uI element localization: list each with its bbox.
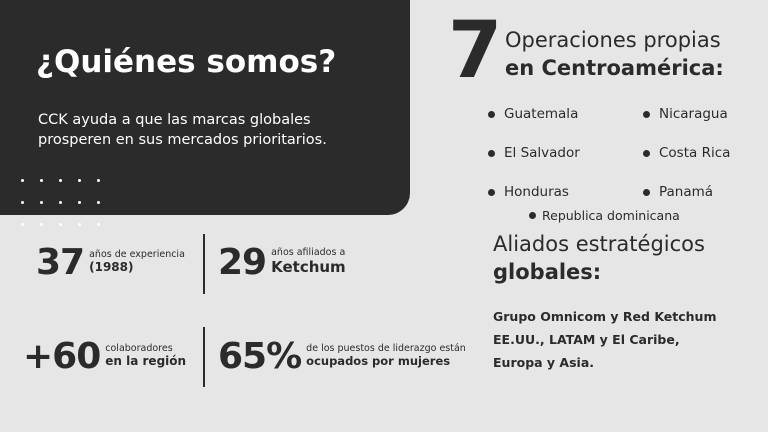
stat-divider bbox=[203, 327, 205, 387]
stat-caption-small: de los puestos de liderazgo están bbox=[306, 343, 466, 355]
dot-grid-decoration bbox=[21, 179, 100, 226]
country-item: Costa Rica bbox=[643, 145, 730, 161]
dot bbox=[21, 201, 24, 204]
intro-panel: ¿Quiénes somos? CCK ayuda a que las marc… bbox=[0, 0, 410, 226]
bullet-icon bbox=[488, 149, 495, 157]
intro-text: CCK ayuda a que las marcas globales pros… bbox=[38, 112, 327, 148]
stat-caption: años afiliados a Ketchum bbox=[271, 247, 346, 277]
bullet-icon bbox=[529, 212, 536, 219]
operations-count: 7 bbox=[448, 6, 503, 96]
stat-caption: colaboradores en la región bbox=[105, 343, 187, 369]
stat-number: +60 bbox=[23, 336, 101, 377]
country-item: Honduras bbox=[488, 184, 569, 200]
dot bbox=[40, 201, 43, 204]
bullet-icon bbox=[643, 188, 650, 196]
stat-caption-strong: Ketchum bbox=[271, 258, 346, 277]
country-label: Honduras bbox=[504, 184, 569, 200]
stat-experience: 37 años de experiencia (1988) bbox=[36, 242, 185, 283]
country-label: Nicaragua bbox=[659, 106, 728, 122]
operations-heading-line1: Operaciones propias bbox=[505, 28, 721, 52]
country-label: Republica dominicana bbox=[542, 208, 680, 223]
stat-caption-strong: ocupados por mujeres bbox=[306, 354, 451, 369]
bullet-icon bbox=[643, 110, 650, 118]
allies-text: Grupo Omnicom y Red Ketchum EE.UU., LATA… bbox=[493, 309, 717, 370]
allies-heading-line2: globales: bbox=[493, 260, 602, 284]
stat-caption-small: años afiliados a bbox=[271, 247, 346, 259]
country-label: Guatemala bbox=[504, 106, 579, 122]
stat-caption: años de experiencia (1988) bbox=[89, 249, 185, 275]
dot bbox=[78, 223, 81, 226]
bullet-icon bbox=[643, 149, 650, 157]
dot bbox=[78, 201, 81, 204]
dot bbox=[40, 179, 43, 182]
country-label: Costa Rica bbox=[659, 145, 731, 161]
dot bbox=[97, 201, 100, 204]
country-item: El Salvador bbox=[488, 145, 580, 161]
stat-caption-strong: en la región bbox=[105, 354, 187, 369]
stat-collaborators: +60 colaboradores en la región bbox=[23, 336, 186, 377]
dot bbox=[59, 223, 62, 226]
country-item: Guatemala bbox=[488, 106, 578, 122]
country-item: Nicaragua bbox=[643, 106, 728, 122]
dot bbox=[97, 223, 100, 226]
bullet-icon bbox=[488, 188, 495, 196]
allies-heading-line1: Aliados estratégicos bbox=[493, 232, 705, 256]
dot bbox=[78, 179, 81, 182]
dot bbox=[59, 179, 62, 182]
country-item: Panamá bbox=[643, 184, 713, 200]
page-title: ¿Quiénes somos? bbox=[36, 44, 337, 80]
stat-number: 65% bbox=[218, 336, 302, 377]
dot bbox=[21, 223, 24, 226]
stat-divider bbox=[203, 234, 205, 294]
stat-number: 29 bbox=[218, 242, 267, 283]
dot bbox=[97, 179, 100, 182]
stat-caption-small: colaboradores bbox=[105, 343, 173, 355]
dot bbox=[21, 179, 24, 182]
stat-leadership: 65% de los puestos de liderazgo están oc… bbox=[218, 336, 466, 377]
country-item: Republica dominicana bbox=[529, 208, 680, 223]
bullet-icon bbox=[488, 110, 495, 118]
stat-caption: de los puestos de liderazgo están ocupad… bbox=[306, 343, 466, 369]
stat-number: 37 bbox=[36, 242, 85, 283]
dot bbox=[40, 223, 43, 226]
stat-affiliation: 29 años afiliados a Ketchum bbox=[218, 242, 346, 283]
operations-heading-line2: en Centroamérica: bbox=[505, 56, 724, 80]
country-label: Panamá bbox=[659, 184, 714, 200]
dot bbox=[59, 201, 62, 204]
stat-caption-strong: (1988) bbox=[89, 260, 134, 275]
country-label: El Salvador bbox=[504, 145, 580, 161]
stat-caption-small: años de experiencia bbox=[89, 249, 185, 261]
